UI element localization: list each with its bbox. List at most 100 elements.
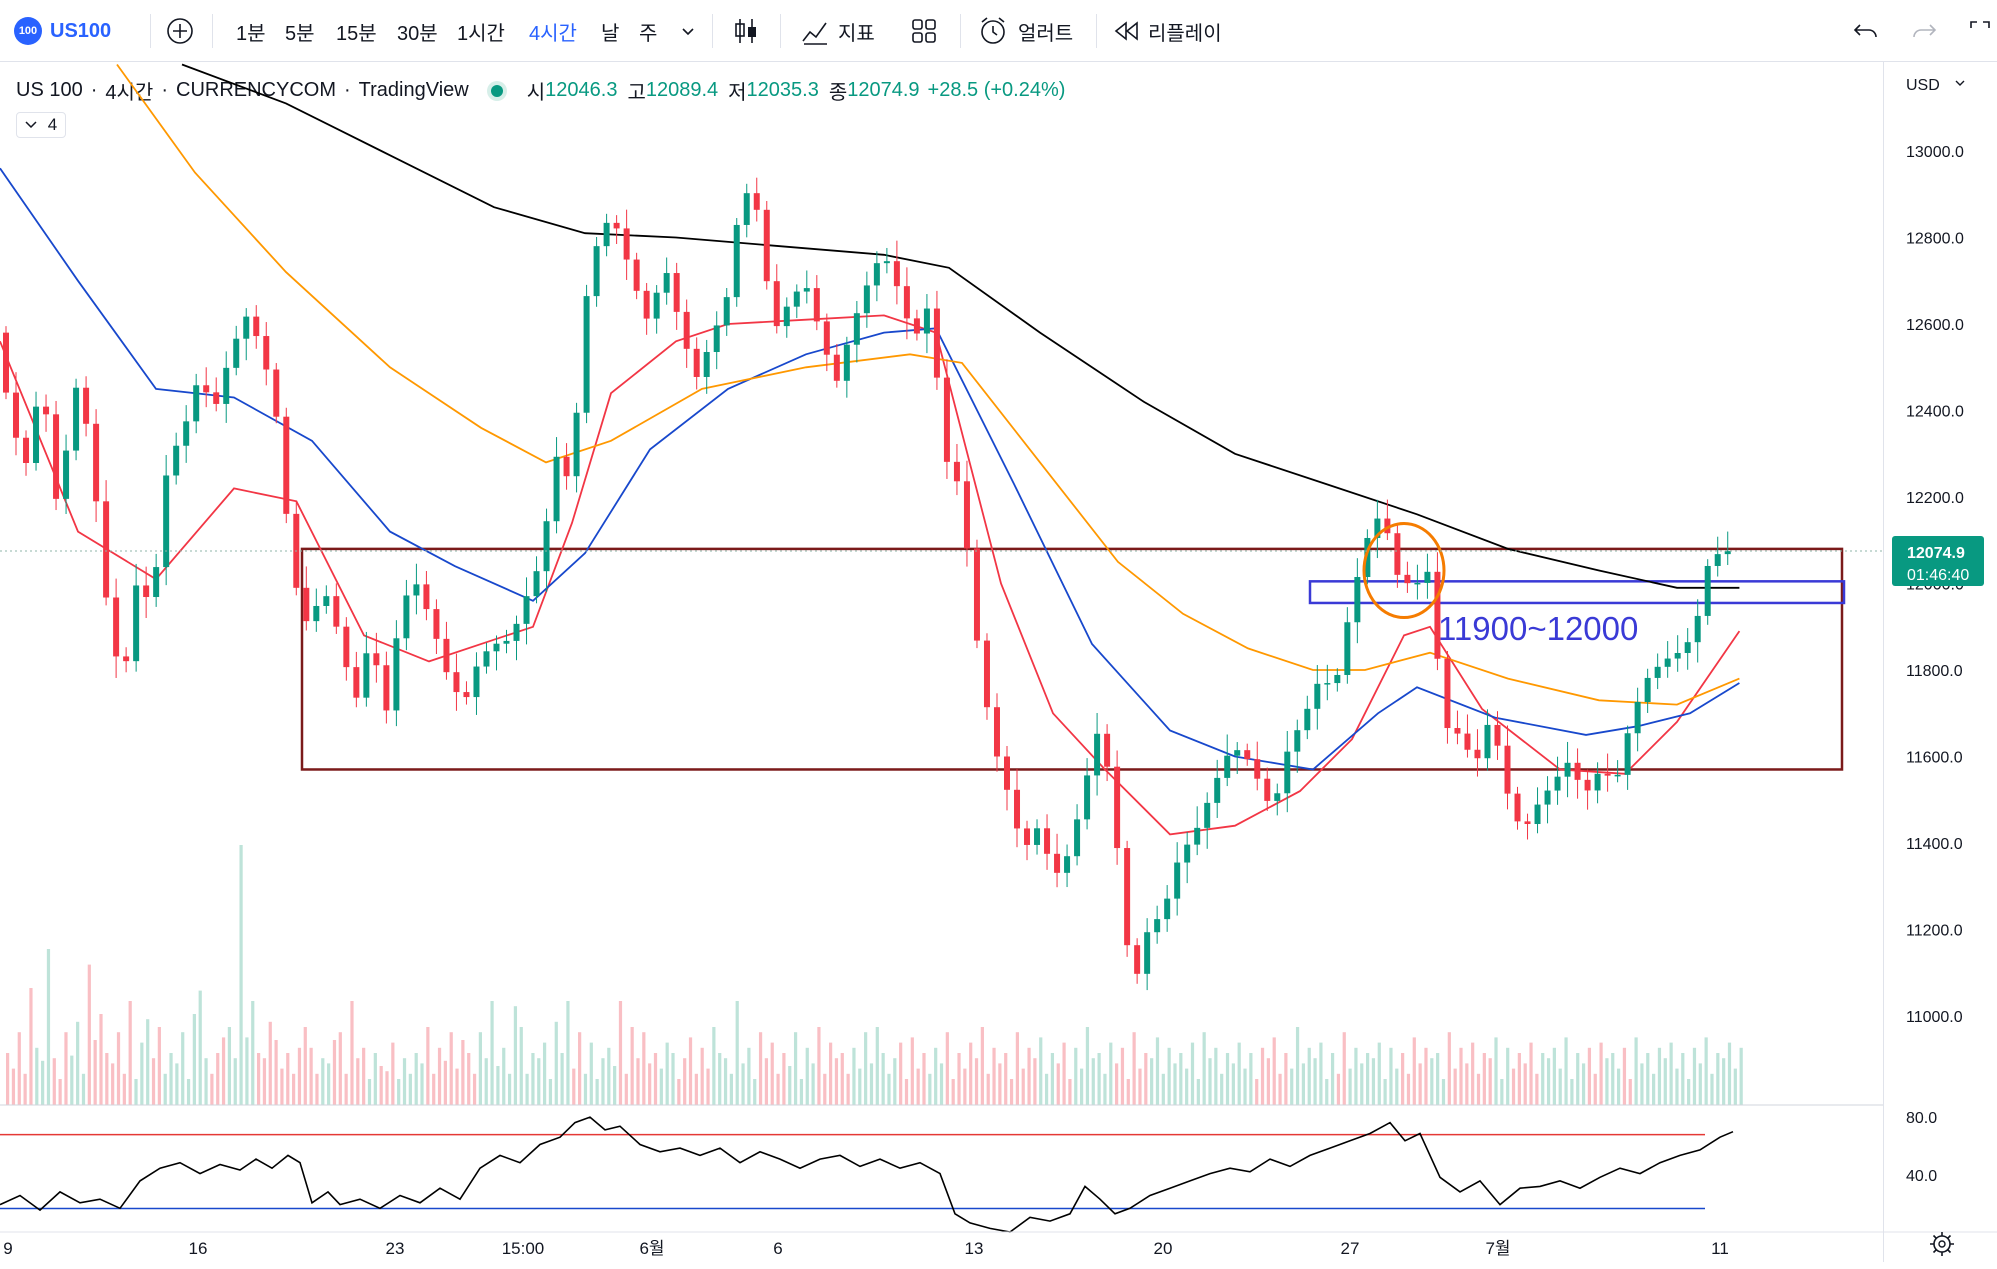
volume-bar	[1196, 1079, 1200, 1105]
candle-body	[1024, 828, 1031, 845]
candle-body	[503, 640, 510, 644]
price-scale[interactable]	[1883, 62, 1997, 1262]
volume-bar	[1231, 1063, 1235, 1105]
volume-bar	[1710, 1073, 1714, 1105]
candle-body	[1584, 779, 1591, 791]
volume-bar	[548, 1079, 553, 1105]
volume-bar	[227, 1027, 232, 1105]
symbol-search-button[interactable]: 100 US100	[14, 14, 111, 48]
candle-body	[873, 263, 880, 286]
volume-bar	[356, 1058, 360, 1105]
volume-bar	[899, 1042, 903, 1105]
volume-bar	[1120, 1047, 1125, 1105]
volume-bar	[1704, 1037, 1708, 1105]
replay-button[interactable]: 리플레이	[1112, 14, 1222, 48]
candle-body	[183, 421, 190, 446]
redo-button[interactable]	[1910, 14, 1938, 48]
fullscreen-icon	[1970, 21, 1990, 28]
volume-bar	[1295, 1027, 1300, 1105]
candle-body	[523, 596, 530, 624]
candle-body	[773, 281, 780, 327]
indicators-button[interactable]: 지표	[800, 14, 875, 48]
indicator-toggle[interactable]: 4	[16, 112, 67, 138]
timeframe-day[interactable]: 날	[601, 22, 620, 45]
alert-button[interactable]: 얼러트	[978, 14, 1073, 48]
volume-bar	[648, 1063, 652, 1105]
chart-type-button[interactable]	[732, 14, 760, 48]
support-zone-box	[300, 547, 1844, 771]
timeframe-1m[interactable]: 1분	[236, 22, 266, 45]
volume-bar	[1004, 1053, 1008, 1105]
candle-body	[943, 377, 950, 462]
candle-body	[963, 481, 970, 549]
volume-bar	[397, 1079, 401, 1105]
toolbar-divider	[960, 14, 961, 48]
volume-bar	[741, 1063, 745, 1105]
timeframe-dropdown[interactable]	[680, 14, 696, 48]
volume-bar	[1628, 1079, 1632, 1105]
volume-bar	[297, 1047, 302, 1105]
volume-bar	[420, 1063, 424, 1105]
volume-bar	[624, 1073, 628, 1105]
volume-bar	[1301, 1063, 1306, 1105]
time-tick-label: 15:00	[502, 1239, 545, 1258]
candle-body	[513, 623, 520, 641]
fullscreen-button[interactable]	[1968, 14, 1992, 48]
volume-bar	[1412, 1037, 1416, 1105]
volume-bar	[1558, 1068, 1562, 1105]
volume-bar	[70, 1055, 74, 1105]
candle-body	[843, 344, 850, 381]
volume-bar	[1243, 1068, 1247, 1105]
volume-bar	[1459, 1047, 1463, 1105]
compare-add-button[interactable]	[165, 14, 195, 48]
volume-bar	[834, 1058, 839, 1105]
volume-bar	[204, 1058, 208, 1105]
low-label: 저	[728, 82, 747, 104]
volume-bar	[1167, 1047, 1171, 1105]
volume-bar	[671, 1053, 675, 1105]
timeframe-week[interactable]: 주	[639, 22, 658, 45]
volume-bar	[402, 1058, 407, 1105]
candle-body	[713, 325, 720, 353]
volume-bar	[916, 1068, 920, 1105]
volume-bar	[327, 1063, 331, 1105]
volume-bar	[1517, 1053, 1521, 1105]
volume-bar	[99, 1014, 103, 1105]
timeframe-30m[interactable]: 30분	[397, 22, 438, 45]
symbol-logo-icon: 100	[14, 17, 42, 45]
volume-bar	[1652, 1073, 1656, 1105]
chart-settings-button[interactable]	[1930, 1232, 1954, 1256]
timeframe-5m[interactable]: 5분	[285, 22, 315, 45]
volume-bar	[385, 1071, 389, 1105]
candle-body	[733, 224, 740, 298]
candle-body	[1194, 827, 1201, 845]
volume-bar	[560, 1053, 564, 1105]
volume-bar	[1249, 1053, 1253, 1105]
candle-body	[1474, 749, 1481, 759]
timeframe-1h[interactable]: 1시간	[457, 22, 505, 45]
volume-bar	[1593, 1073, 1597, 1105]
timeframe-15m[interactable]: 15분	[336, 22, 377, 45]
candle-body	[1694, 615, 1701, 643]
candle-body	[273, 369, 280, 417]
candle-body	[263, 336, 270, 370]
volume-bar	[1418, 1063, 1422, 1105]
timeframe-4h[interactable]: 4시간	[529, 22, 577, 45]
candle-body	[593, 246, 600, 297]
candle-body	[223, 367, 230, 404]
currency-selector[interactable]: USD	[1906, 77, 1965, 94]
volume-bar	[1190, 1042, 1195, 1105]
volume-bar	[1360, 1063, 1364, 1105]
candle-body	[1364, 537, 1371, 578]
candle-body	[1704, 565, 1711, 616]
layout-button[interactable]	[910, 14, 938, 48]
candle-body	[673, 273, 680, 312]
volume-bar	[688, 1037, 693, 1105]
volume-bar	[1313, 1058, 1317, 1105]
candle-body	[1434, 571, 1441, 659]
undo-button[interactable]	[1852, 14, 1880, 48]
time-tick-label: 20	[1154, 1239, 1173, 1258]
volume-bar	[1395, 1068, 1399, 1105]
volume-bar	[934, 1047, 938, 1105]
